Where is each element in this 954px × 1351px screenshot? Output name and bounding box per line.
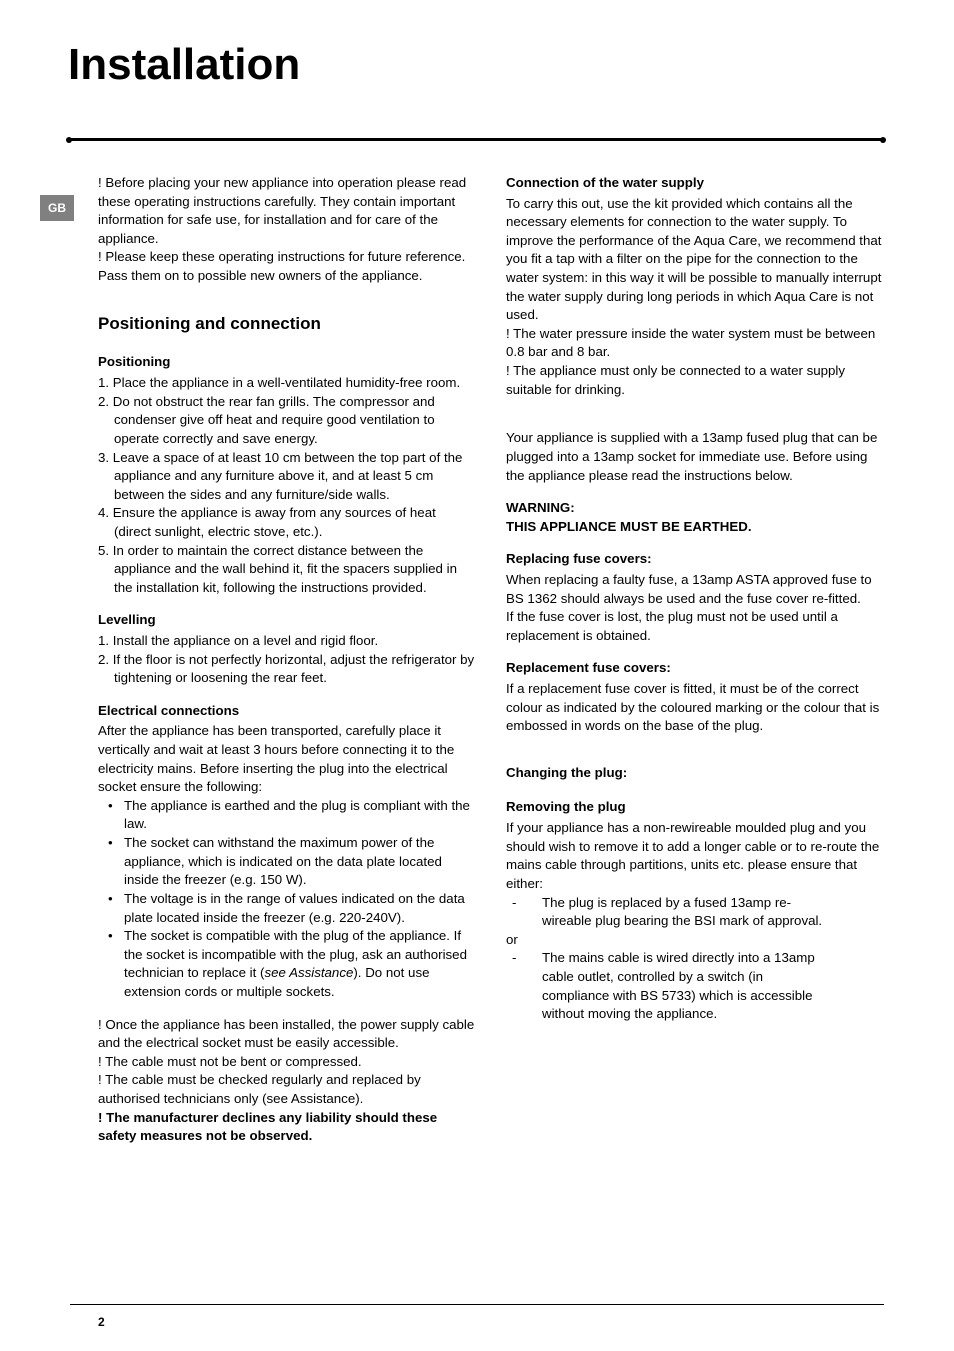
paragraph: After the appliance has been transported…	[98, 722, 476, 796]
warning-paragraph: ! The water pressure inside the water sy…	[506, 325, 884, 362]
list-item: 1. Install the appliance on a level and …	[98, 632, 476, 651]
page-number: 2	[98, 1315, 105, 1329]
language-tab: GB	[40, 195, 74, 221]
subsection-heading: Electrical connections	[98, 702, 476, 721]
electrical-bullets: The appliance is earthed and the plug is…	[98, 797, 476, 1002]
subsection-heading: Connection of the water supply	[506, 174, 884, 193]
left-column: ! Before placing your new appliance into…	[98, 174, 476, 1146]
warning-paragraph: ! The cable must not be bent or compress…	[98, 1053, 476, 1072]
subsection-heading: Positioning	[98, 353, 476, 372]
paragraph: Your appliance is supplied with a 13amp …	[506, 429, 884, 485]
warning-paragraph: ! Once the appliance has been installed,…	[98, 1016, 476, 1053]
list-item: 2. If the floor is not perfectly horizon…	[98, 651, 476, 688]
list-item: 4. Ensure the appliance is away from any…	[98, 504, 476, 541]
list-item: 1. Place the appliance in a well-ventila…	[98, 374, 476, 393]
list-item: The mains cable is wired directly into a…	[506, 949, 884, 1023]
paragraph: If your appliance has a non-rewireable m…	[506, 819, 884, 893]
content-columns: ! Before placing your new appliance into…	[98, 174, 884, 1146]
list-item: The appliance is earthed and the plug is…	[98, 797, 476, 834]
levelling-list: 1. Install the appliance on a level and …	[98, 632, 476, 688]
removing-plug-list: The plug is replaced by a fused 13amp re…	[506, 894, 884, 931]
paragraph: When replacing a faulty fuse, a 13amp AS…	[506, 571, 884, 608]
list-item: The voltage is in the range of values in…	[98, 890, 476, 927]
or-separator: or	[506, 931, 884, 950]
warning-heading: THIS APPLIANCE MUST BE EARTHED.	[506, 518, 884, 537]
list-item: 2. Do not obstruct the rear fan grills. …	[98, 393, 476, 449]
list-item: The socket is compatible with the plug o…	[98, 927, 476, 1001]
list-item: The plug is replaced by a fused 13amp re…	[506, 894, 884, 931]
subsection-heading: Replacement fuse covers:	[506, 659, 884, 678]
intro-paragraph: ! Please keep these operating instructio…	[98, 248, 476, 285]
page-title: Installation	[68, 40, 884, 90]
warning-paragraph: ! The appliance must only be connected t…	[506, 362, 884, 399]
right-column: Connection of the water supply To carry …	[506, 174, 884, 1146]
warning-paragraph: ! The cable must be checked regularly an…	[98, 1071, 476, 1108]
removing-plug-list: The mains cable is wired directly into a…	[506, 949, 884, 1023]
paragraph: To carry this out, use the kit provided …	[506, 195, 884, 325]
warning-heading: WARNING:	[506, 499, 884, 518]
horizontal-rule	[68, 138, 884, 144]
subsection-heading: Replacing fuse covers:	[506, 550, 884, 569]
intro-paragraph: ! Before placing your new appliance into…	[98, 174, 476, 248]
subsection-heading: Changing the plug:	[506, 764, 884, 783]
paragraph: If the fuse cover is lost, the plug must…	[506, 608, 884, 645]
footer-rule	[70, 1304, 884, 1305]
subsection-heading: Removing the plug	[506, 798, 884, 817]
list-item: 5. In order to maintain the correct dist…	[98, 542, 476, 598]
positioning-list: 1. Place the appliance in a well-ventila…	[98, 374, 476, 597]
section-heading: Positioning and connection	[98, 312, 476, 336]
subsection-heading: Levelling	[98, 611, 476, 630]
paragraph: If a replacement fuse cover is fitted, i…	[506, 680, 884, 736]
warning-paragraph-bold: ! The manufacturer declines any liabilit…	[98, 1109, 476, 1146]
list-item: 3. Leave a space of at least 10 cm betwe…	[98, 449, 476, 505]
list-item: The socket can withstand the maximum pow…	[98, 834, 476, 890]
